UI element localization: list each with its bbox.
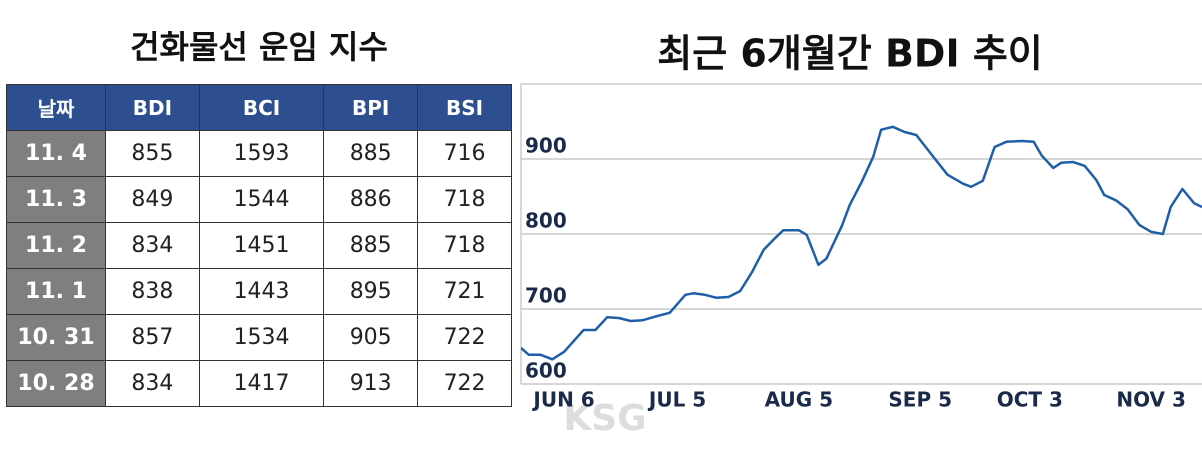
value-cell: 885 <box>323 222 419 269</box>
value-cell: 1443 <box>198 268 325 315</box>
date-cell: 11. 4 <box>6 130 106 177</box>
value-cell: 849 <box>105 176 200 223</box>
value-cell: 834 <box>105 222 200 269</box>
date-cell: 10. 31 <box>6 314 106 361</box>
table-row: 11. 3 849 1544 886 718 <box>6 176 512 223</box>
x-tick-label: JUN 6 <box>531 388 594 412</box>
value-cell: 905 <box>323 314 419 361</box>
value-cell: 1593 <box>198 130 325 177</box>
header-cell: BDI <box>105 84 200 131</box>
chart-title: 최근 6개월간 BDI 추이 <box>657 32 1043 76</box>
value-cell: 718 <box>417 176 512 223</box>
value-cell: 834 <box>105 360 200 407</box>
value-cell: 886 <box>323 176 419 223</box>
plot-frame <box>520 83 1202 384</box>
value-cell: 913 <box>323 360 419 407</box>
table-row: 10. 28 834 1417 913 722 <box>6 360 512 407</box>
x-tick-label: SEP 5 <box>888 388 952 412</box>
y-tick-label: 800 <box>525 209 567 233</box>
value-cell: 716 <box>417 130 512 177</box>
y-tick-label: 900 <box>525 134 567 158</box>
header-cell: BSI <box>417 84 512 131</box>
bdi-line <box>521 125 1202 361</box>
value-cell: 855 <box>105 130 200 177</box>
header-cell: BCI <box>198 84 325 131</box>
watermark: KSG <box>563 398 646 439</box>
table-title: 건화물선 운임 지수 <box>130 28 388 66</box>
value-cell: 721 <box>417 268 512 315</box>
table-row: 11. 4 855 1593 885 716 <box>6 130 512 177</box>
table-body: 11. 4 855 1593 885 716 11. 3 849 1544 886 718 11. … <box>6 130 512 407</box>
y-tick-label: 700 <box>525 284 567 308</box>
date-cell: 11. 3 <box>6 176 106 223</box>
header-row: 날짜 BDI BCI BPI BSI <box>6 84 512 131</box>
x-tick-label: AUG 5 <box>765 388 833 412</box>
value-cell: 722 <box>417 314 512 361</box>
value-cell: 1544 <box>198 176 325 223</box>
value-cell: 718 <box>417 222 512 269</box>
value-cell: 838 <box>105 268 200 315</box>
x-tick-label: JUL 5 <box>647 388 706 412</box>
value-cell: 1534 <box>198 314 325 361</box>
y-tick-label: 600 <box>525 359 567 383</box>
x-tick-label: NOV 3 <box>1116 388 1186 412</box>
value-cell: 885 <box>323 130 419 177</box>
x-tick-label: OCT 3 <box>997 388 1063 412</box>
index-table: 날짜 BDI BCI BPI BSI 11. 4 855 1593 885 716 11. 3 849… <box>6 84 512 407</box>
header-cell: 날짜 <box>6 84 106 131</box>
value-cell: 1417 <box>198 360 325 407</box>
value-cell: 722 <box>417 360 512 407</box>
date-cell: 10. 28 <box>6 360 106 407</box>
